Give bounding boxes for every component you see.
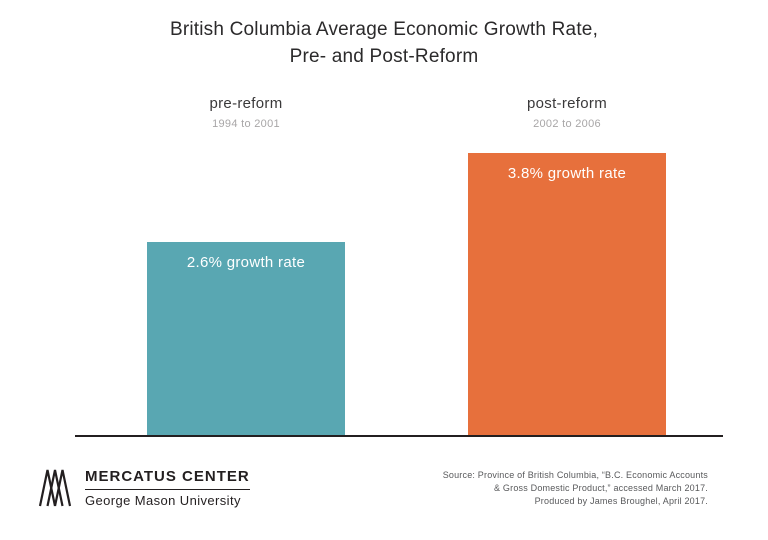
chart-title-line2: Pre- and Post-Reform [289, 46, 479, 67]
source-line-2: & Gross Domestic Product,” accessed Marc… [494, 483, 708, 493]
period-label-post-reform: 2002 to 2006 [533, 118, 601, 130]
bar-value-label-pre-reform: 2.6% growth rate [186, 254, 306, 271]
column-header-post-reform: post-reform 2002 to 2006 [468, 95, 666, 130]
bar-post-reform: 3.8% growth rate [468, 153, 666, 435]
category-label-pre-reform: pre-reform [209, 95, 283, 112]
chart-title-line1: British Columbia Average Economic Growth… [169, 19, 599, 40]
plot-area: pre-reform 1994 to 2001 post-reform 2002… [75, 95, 723, 437]
bar-pre-reform: 2.6% growth rate [147, 242, 345, 435]
period-label-pre-reform: 1994 to 2001 [212, 118, 280, 130]
category-label-post-reform: post-reform [527, 95, 607, 112]
column-header-pre-reform: pre-reform 1994 to 2001 [147, 95, 345, 130]
source-line-3: Produced by James Broughel, April 2017. [534, 496, 708, 506]
x-axis-baseline [75, 435, 723, 437]
bar-value-label-post-reform: 3.8% growth rate [507, 165, 627, 182]
brand-text: MERCATUS CENTER George Mason University [85, 468, 250, 508]
mercatus-m-icon [38, 469, 72, 507]
source-line-1: Source: Province of British Columbia, “B… [442, 470, 708, 480]
brand-name: MERCATUS CENTER [85, 468, 250, 490]
chart-title: British Columbia Average Economic Growth… [0, 16, 768, 70]
brand-subname: George Mason University [85, 493, 241, 508]
source-attribution: Source: Province of British Columbia, “B… [443, 469, 708, 508]
mercatus-center-logo: MERCATUS CENTER George Mason University [35, 468, 250, 508]
